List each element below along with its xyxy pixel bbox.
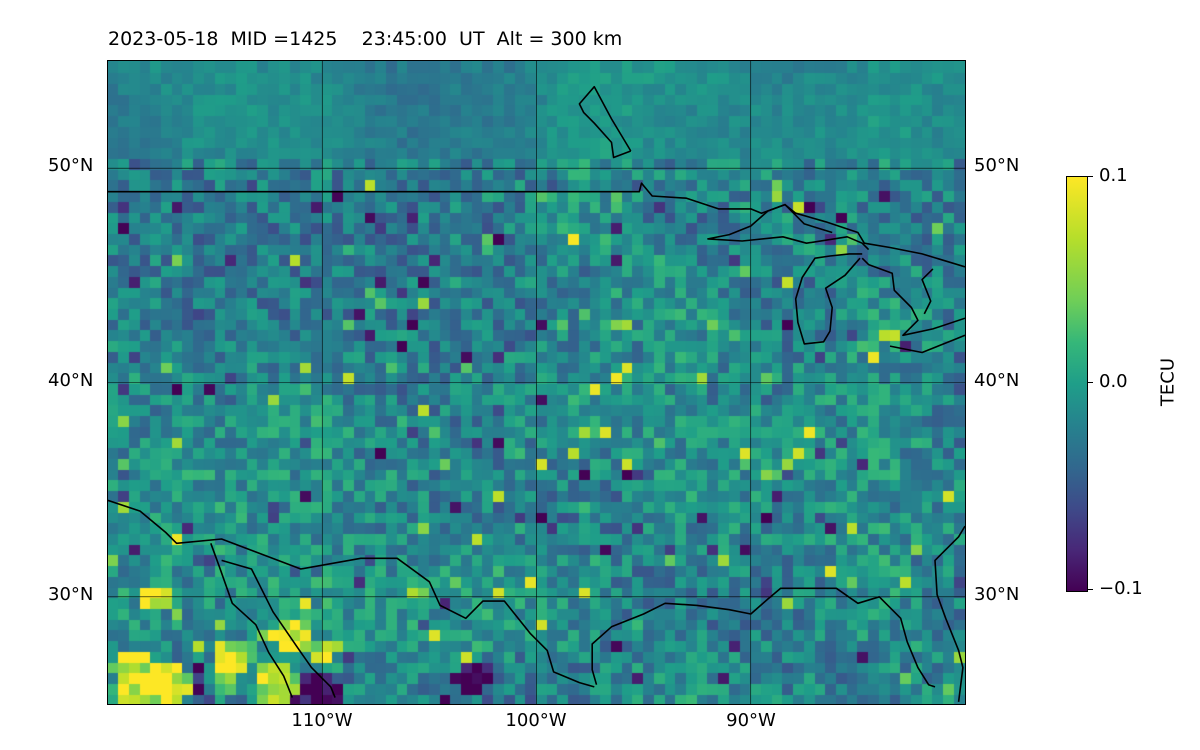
colorbar: [1066, 176, 1088, 592]
lon-label-110w: 110°W: [291, 710, 353, 731]
colorbar-min-label: −0.1: [1099, 578, 1143, 599]
coastline: [934, 525, 965, 702]
lat-label-30n-left: 30°N: [48, 584, 94, 605]
coastline: [889, 334, 965, 354]
title-date: 2023-05-18: [108, 28, 219, 50]
coastlines: [108, 85, 965, 702]
graticule: [108, 61, 965, 704]
lat-label-50n-right: 50°N: [974, 155, 1020, 176]
colorbar-title: TECU: [1157, 357, 1179, 407]
title-time: 23:45:00 UT: [361, 28, 485, 50]
coastline: [707, 203, 870, 251]
lat-label-50n-left: 50°N: [48, 155, 94, 176]
map-overlay: [108, 61, 965, 704]
colorbar-tick-mid: [1087, 382, 1093, 383]
colorbar-tick-top: [1087, 176, 1093, 177]
coastline: [794, 253, 863, 345]
coastline: [210, 543, 294, 698]
title-mid: MID =1425: [230, 28, 338, 50]
lat-label-40n-right: 40°N: [974, 370, 1020, 391]
coastline: [108, 499, 595, 688]
lon-label-90w: 90°W: [726, 710, 776, 731]
lon-label-100w: 100°W: [505, 710, 567, 731]
coastline: [591, 587, 936, 688]
map-title: 2023-05-18 MID =1425 23:45:00 UT Alt = 3…: [108, 28, 622, 50]
lat-label-30n-right: 30°N: [974, 584, 1020, 605]
tec-map[interactable]: [108, 61, 965, 704]
lat-label-40n-left: 40°N: [48, 370, 94, 391]
coastline: [221, 559, 336, 698]
colorbar-max-label: 0.1: [1099, 165, 1128, 186]
title-alt: Alt = 300 km: [496, 28, 623, 50]
colorbar-tick-bottom: [1087, 589, 1093, 590]
coastline: [108, 182, 965, 268]
coastline: [578, 85, 632, 159]
coastline: [861, 257, 965, 337]
coastline: [921, 268, 934, 315]
colorbar-zero-label: 0.0: [1099, 371, 1128, 392]
